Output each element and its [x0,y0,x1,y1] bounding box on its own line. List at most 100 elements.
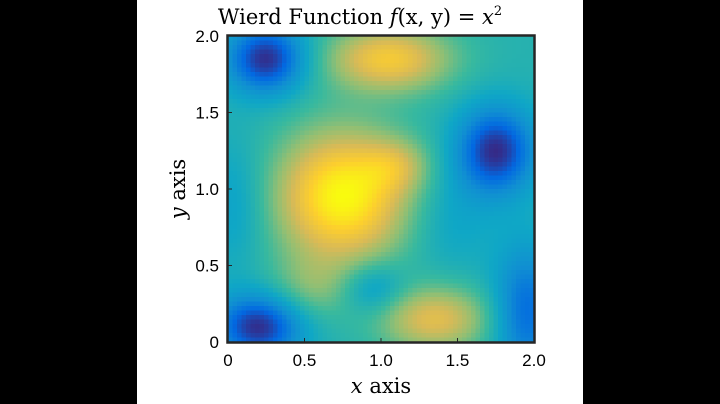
heatmap-cell [241,265,247,271]
heatmap-cell [471,36,477,42]
heatmap-cell [376,130,382,136]
heatmap-cell [354,274,360,280]
heatmap-cell [286,315,292,321]
heatmap-cell [340,283,346,289]
heatmap-cell [525,297,531,303]
heatmap-cell [376,234,382,240]
heatmap-cell [300,175,306,181]
heatmap-cell [241,175,247,181]
heatmap-cell [529,256,535,262]
heatmap-cell [250,126,256,132]
heatmap-cell [282,288,288,294]
heatmap-cell [421,238,427,244]
heatmap-cell [525,211,531,217]
heatmap-cell [286,135,292,141]
heatmap-cell [259,40,265,46]
heatmap-cell [435,207,441,213]
heatmap-cell [430,247,436,253]
heatmap-cell [502,171,508,177]
heatmap-cell [354,256,360,262]
heatmap-cell [273,193,279,199]
heatmap-cell [444,225,450,231]
heatmap-cell [502,112,508,118]
heatmap-cell [399,135,405,141]
heatmap-cell [336,297,342,303]
heatmap-cell [345,36,351,42]
heatmap-cell [390,216,396,222]
heatmap-cell [529,234,535,240]
heatmap-cell [295,58,301,64]
heatmap-cell [439,36,445,42]
heatmap-cell [313,252,319,258]
heatmap-cell [498,126,504,132]
heatmap-cell [286,130,292,136]
heatmap-cell [327,49,333,55]
heatmap-cell [331,252,337,258]
heatmap-cell [448,211,454,217]
heatmap-cell [372,67,378,73]
heatmap-cell [480,90,486,96]
heatmap-cell [480,310,486,316]
heatmap-cell [376,216,382,222]
heatmap-cell [399,225,405,231]
heatmap-cell [295,45,301,51]
heatmap-cell [345,292,351,298]
heatmap-cell [403,117,409,123]
heatmap-cell [507,90,513,96]
heatmap-cell [327,261,333,267]
heatmap-cell [318,202,324,208]
heatmap-cell [435,166,441,172]
heatmap-cell [228,94,234,100]
heatmap-cell [412,301,418,307]
heatmap-cell [399,40,405,46]
heatmap-cell [421,234,427,240]
heatmap-cell [475,139,481,145]
heatmap-cell [318,256,324,262]
heatmap-cell [349,67,355,73]
heatmap-cell [520,328,526,334]
heatmap-cell [295,279,301,285]
heatmap-cell [439,265,445,271]
heatmap-cell [318,153,324,159]
heatmap-cell [259,315,265,321]
heatmap-cell [318,310,324,316]
heatmap-cell [232,144,238,150]
heatmap-cell [385,220,391,226]
heatmap-cell [489,225,495,231]
heatmap-cell [354,63,360,69]
heatmap-cell [502,162,508,168]
heatmap-cell [241,184,247,190]
heatmap-cell [291,211,297,217]
heatmap-cell [241,45,247,51]
heatmap-cell [318,216,324,222]
heatmap-cell [453,112,459,118]
heatmap-cell [417,297,423,303]
heatmap-cell [232,319,238,325]
heatmap-cell [408,288,414,294]
heatmap-cell [498,85,504,91]
heatmap-cell [246,283,252,289]
heatmap-cell [444,94,450,100]
heatmap-cell [529,148,535,154]
heatmap-cell [457,175,463,181]
heatmap-cell [273,81,279,87]
heatmap-cell [448,216,454,222]
heatmap-cell [327,85,333,91]
heatmap-cell [327,103,333,109]
heatmap-cell [502,247,508,253]
heatmap-cell [340,162,346,168]
heatmap-cell [232,243,238,249]
heatmap-cell [318,58,324,64]
heatmap-cell [498,225,504,231]
heatmap-cell [327,148,333,154]
heatmap-cell [264,76,270,82]
heatmap-cell [336,216,342,222]
heatmap-cell [525,202,531,208]
heatmap-cell [327,45,333,51]
heatmap-cell [399,297,405,303]
heatmap-cell [498,193,504,199]
heatmap-cell [399,324,405,330]
heatmap-cell [381,171,387,177]
heatmap-cell [237,72,243,78]
heatmap-cell [475,256,481,262]
